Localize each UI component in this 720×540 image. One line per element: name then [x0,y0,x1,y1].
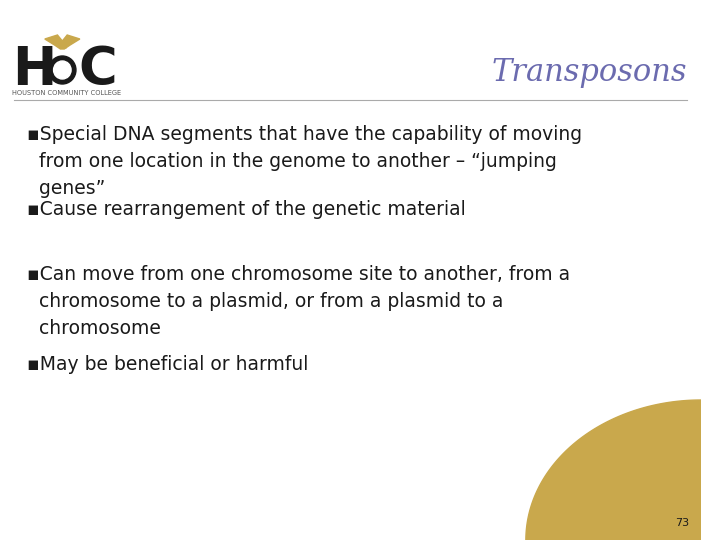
Circle shape [49,56,76,84]
Text: H: H [12,44,56,96]
Polygon shape [45,35,80,49]
Text: ▪May be beneficial or harmful: ▪May be beneficial or harmful [27,355,309,374]
Text: ★: ★ [57,38,68,51]
Text: HOUSTON COMMUNITY COLLEGE: HOUSTON COMMUNITY COLLEGE [12,90,121,96]
Polygon shape [526,400,701,540]
Text: C: C [78,44,117,96]
Circle shape [53,61,71,79]
Text: ▪Special DNA segments that have the capability of moving
  from one location in : ▪Special DNA segments that have the capa… [27,125,582,199]
Text: Transposons: Transposons [491,57,687,87]
Text: ▪Can move from one chromosome site to another, from a
  chromosome to a plasmid,: ▪Can move from one chromosome site to an… [27,265,570,339]
Text: ▪Cause rearrangement of the genetic material: ▪Cause rearrangement of the genetic mate… [27,200,466,219]
Text: 73: 73 [675,518,689,528]
